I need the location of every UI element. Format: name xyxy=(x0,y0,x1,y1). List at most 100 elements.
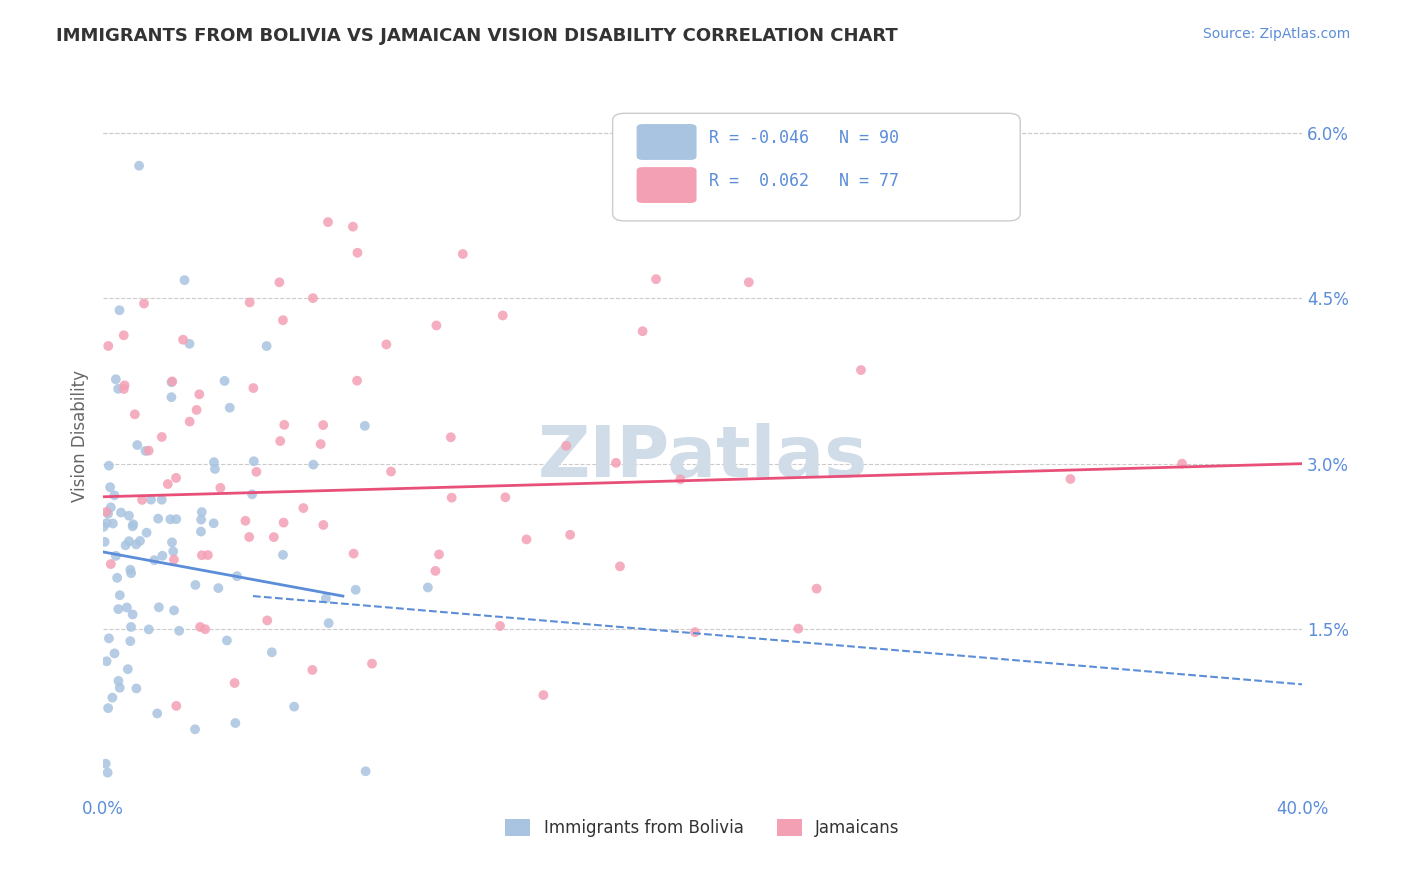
Point xyxy=(346,374,368,388)
Text: R = -0.046   N = 90: R = -0.046 N = 90 xyxy=(709,129,898,147)
Point xyxy=(179,415,201,429)
Point xyxy=(494,491,516,505)
Point xyxy=(243,454,266,468)
Point xyxy=(121,607,143,622)
Point xyxy=(271,548,294,562)
Point xyxy=(118,508,141,523)
Point xyxy=(301,663,323,677)
Point xyxy=(172,333,194,347)
Point xyxy=(342,219,364,234)
Point xyxy=(309,437,332,451)
Point xyxy=(191,548,214,562)
Point xyxy=(138,623,160,637)
Point xyxy=(316,215,339,229)
Point xyxy=(238,530,260,544)
Point xyxy=(152,549,174,563)
Point xyxy=(146,706,169,721)
Point xyxy=(162,375,184,389)
Point xyxy=(271,313,294,327)
Point xyxy=(683,625,706,640)
Point xyxy=(273,417,295,432)
Point xyxy=(165,698,187,713)
Point xyxy=(440,491,463,505)
Point xyxy=(120,566,142,581)
Point xyxy=(224,676,246,690)
Point xyxy=(132,296,155,310)
Point xyxy=(197,548,219,562)
Point xyxy=(302,291,325,305)
Point xyxy=(302,458,325,472)
Point xyxy=(188,620,211,634)
Point xyxy=(108,303,131,318)
Point xyxy=(135,525,157,540)
Point xyxy=(125,537,148,551)
Point xyxy=(117,662,139,676)
Point xyxy=(101,516,124,531)
Point xyxy=(148,600,170,615)
Point xyxy=(104,549,127,563)
Point xyxy=(209,481,232,495)
Point xyxy=(97,701,120,715)
Point xyxy=(110,506,132,520)
Point xyxy=(114,378,136,392)
Point xyxy=(97,339,120,353)
Point xyxy=(190,524,212,539)
Text: ZIPatlas: ZIPatlas xyxy=(537,423,868,492)
Point xyxy=(150,492,173,507)
Point xyxy=(256,614,278,628)
Point xyxy=(631,324,654,338)
Legend: Immigrants from Bolivia, Jamaicans: Immigrants from Bolivia, Jamaicans xyxy=(499,813,907,844)
Point xyxy=(375,337,398,351)
Point xyxy=(235,514,257,528)
Point xyxy=(609,559,631,574)
Point xyxy=(273,516,295,530)
Point xyxy=(129,533,152,548)
Point xyxy=(165,471,187,485)
Point xyxy=(167,624,190,638)
Point xyxy=(194,622,217,636)
Point xyxy=(100,557,122,571)
Point xyxy=(343,547,366,561)
Point xyxy=(215,633,238,648)
Point xyxy=(361,657,384,671)
Point xyxy=(165,512,187,526)
Point xyxy=(104,372,127,386)
Point xyxy=(114,538,136,552)
Point xyxy=(226,569,249,583)
Point xyxy=(204,462,226,476)
Point xyxy=(160,390,183,404)
Point xyxy=(97,458,120,473)
Point xyxy=(107,673,129,688)
Point xyxy=(269,275,291,289)
Point xyxy=(425,564,447,578)
Point xyxy=(380,465,402,479)
Point xyxy=(738,275,761,289)
Point xyxy=(224,716,246,731)
Point xyxy=(186,403,208,417)
Point xyxy=(202,516,225,531)
Point xyxy=(120,620,142,634)
Point xyxy=(160,535,183,549)
Point xyxy=(605,456,627,470)
Point xyxy=(806,582,828,596)
Point xyxy=(260,645,283,659)
Point xyxy=(112,328,135,343)
Point xyxy=(120,563,142,577)
Point xyxy=(93,534,115,549)
Point xyxy=(207,581,229,595)
Text: Source: ZipAtlas.com: Source: ZipAtlas.com xyxy=(1202,27,1350,41)
Point xyxy=(97,765,120,780)
Point xyxy=(184,723,207,737)
Point xyxy=(188,387,211,401)
Point xyxy=(190,513,212,527)
Point xyxy=(103,647,125,661)
FancyBboxPatch shape xyxy=(613,113,1021,221)
Point xyxy=(354,764,377,779)
Point xyxy=(121,519,143,533)
Point xyxy=(139,492,162,507)
Y-axis label: Vision Disability: Vision Disability xyxy=(72,370,89,502)
Point xyxy=(163,603,186,617)
Point xyxy=(239,295,262,310)
Point xyxy=(122,517,145,532)
Point xyxy=(669,472,692,486)
